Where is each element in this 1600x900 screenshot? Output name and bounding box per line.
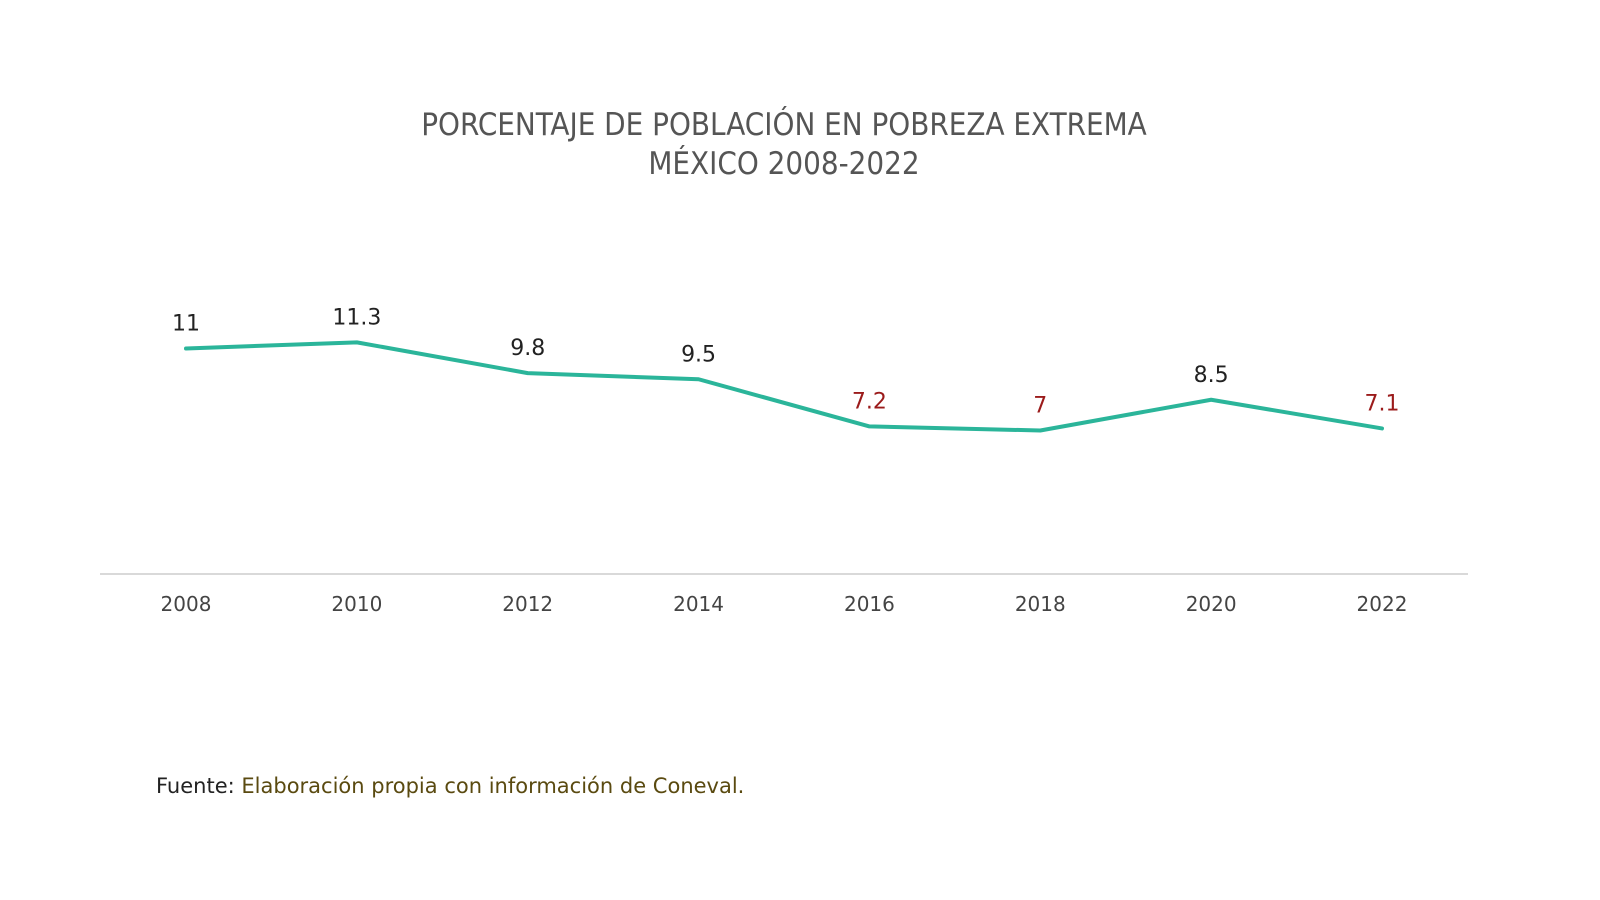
chart-subtitle: MÉXICO 2008-2022 xyxy=(648,146,919,182)
chart-footer: Fuente: Elaboración propia con informaci… xyxy=(156,774,744,798)
x-tick-label: 2020 xyxy=(1186,592,1237,616)
data-label: 7 xyxy=(1033,394,1047,419)
x-tick-label: 2018 xyxy=(1015,592,1066,616)
x-tick-label: 2014 xyxy=(673,592,724,616)
x-tick-label: 2010 xyxy=(331,592,382,616)
data-label: 8.5 xyxy=(1194,363,1229,388)
data-label: 11.3 xyxy=(332,305,381,330)
data-label: 7.1 xyxy=(1365,391,1400,416)
x-tick-label: 2022 xyxy=(1357,592,1408,616)
data-label: 7.2 xyxy=(852,389,887,414)
data-label: 11 xyxy=(172,312,200,337)
x-axis-ticks: 2008 2010 2012 2014 2016 2018 2020 2022 xyxy=(161,592,1408,616)
footer-prefix: Fuente: xyxy=(156,774,235,798)
x-tick-label: 2016 xyxy=(844,592,895,616)
data-labels: 11 11.3 9.8 9.5 7.2 7 8.5 7.1 xyxy=(172,305,1400,418)
x-tick-label: 2008 xyxy=(161,592,212,616)
chart-title: PORCENTAJE DE POBLACIÓN EN POBREZA EXTRE… xyxy=(421,106,1147,143)
footer-source: Elaboración propia con información de Co… xyxy=(241,774,745,798)
series-line xyxy=(184,340,1384,433)
data-label: 9.8 xyxy=(510,336,545,361)
x-tick-label: 2012 xyxy=(502,592,553,616)
data-label: 9.5 xyxy=(681,342,716,367)
